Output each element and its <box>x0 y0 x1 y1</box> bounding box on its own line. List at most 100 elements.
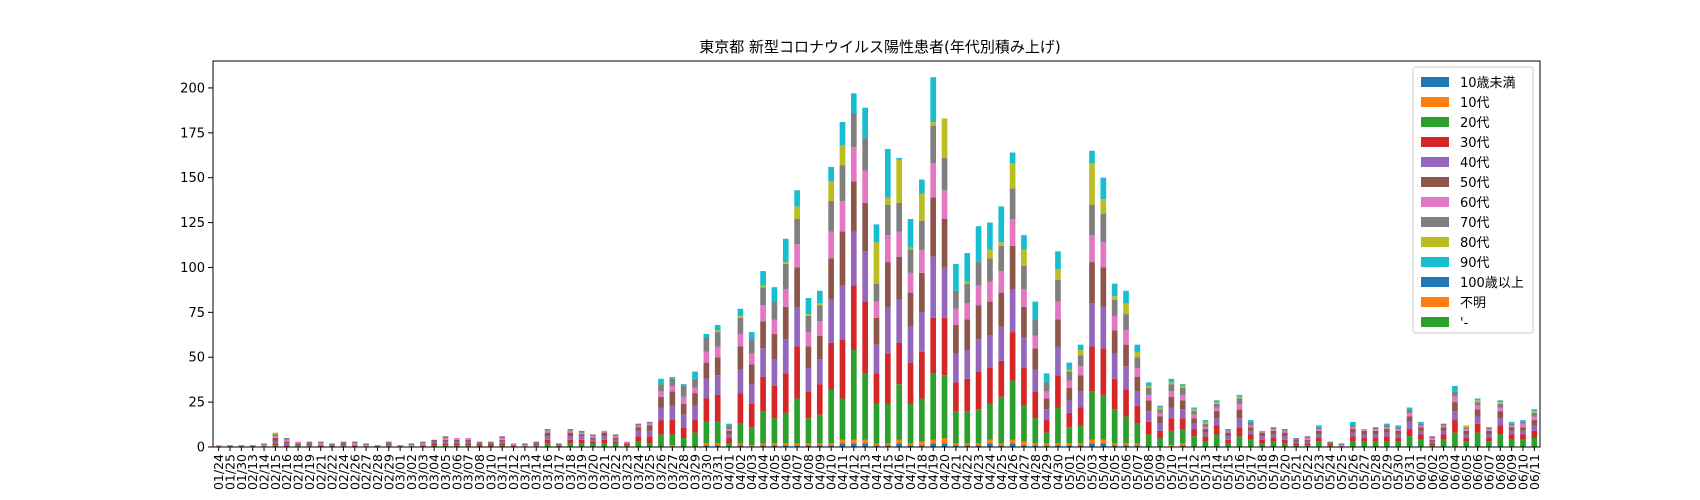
bar-segment <box>1225 436 1231 440</box>
bar-segment <box>919 441 925 446</box>
x-tick-label: 02/24 <box>336 454 351 490</box>
bar-segment <box>1486 438 1492 442</box>
x-tick-label: 05/02 <box>1073 454 1088 490</box>
bar-segment <box>1168 396 1175 408</box>
bar-segment <box>669 445 676 447</box>
bar-segment <box>1293 443 1299 446</box>
bar-segment <box>930 197 937 257</box>
bar-segment <box>1134 344 1141 352</box>
bar-segment <box>635 427 642 431</box>
bar-segment <box>1191 436 1197 447</box>
bar-segment <box>839 339 846 399</box>
bar-segment <box>964 445 971 447</box>
bar-segment <box>714 330 721 333</box>
bar-segment <box>431 443 437 446</box>
bar-segment <box>850 231 857 286</box>
bar-segment <box>1043 443 1050 446</box>
bar-segment <box>1474 423 1481 433</box>
bar-segment <box>1157 438 1163 447</box>
bar-segment <box>885 148 891 198</box>
bar-segment <box>1304 443 1311 446</box>
bar-segment <box>1145 385 1152 388</box>
x-tick-label: 04/15 <box>880 454 895 490</box>
bar-segment <box>272 441 279 444</box>
x-tick-label: 06/05 <box>1459 454 1474 490</box>
bar-segment <box>669 385 676 392</box>
bar-segment <box>612 441 619 444</box>
bar-segment <box>953 324 959 354</box>
bar-segment <box>1327 443 1334 446</box>
bar-segment <box>590 438 596 440</box>
bar-segment <box>1100 306 1107 349</box>
bar-segment <box>1463 434 1470 439</box>
bar-segment <box>794 398 800 444</box>
bar-segment <box>465 441 472 444</box>
bar-segment <box>283 438 290 440</box>
bar-segment <box>907 326 914 363</box>
bar-segment <box>1021 405 1027 442</box>
x-tick-label: 06/11 <box>1527 454 1542 490</box>
bar-segment <box>1361 441 1368 447</box>
bar-segment <box>669 420 676 435</box>
bar-segment <box>782 412 789 444</box>
bar-segment <box>1406 407 1413 410</box>
bar-segment <box>1055 319 1061 347</box>
bar-segment <box>567 432 574 437</box>
x-tick-label: 04/20 <box>937 454 952 490</box>
x-tick-label: 05/26 <box>1345 454 1360 490</box>
bar-segment <box>1247 420 1254 422</box>
bar-segment <box>692 420 698 433</box>
bar-segment <box>646 436 653 444</box>
y-tick-label: 200 <box>180 81 205 96</box>
bar-segment <box>646 425 653 431</box>
bar-segment <box>1293 441 1299 444</box>
bar-segment <box>1111 330 1118 354</box>
bar-segment <box>1179 385 1186 388</box>
bar-segment <box>669 376 676 379</box>
bar-segment <box>941 443 948 447</box>
bar-segment <box>1032 443 1039 446</box>
bar-segment <box>1111 445 1118 447</box>
bar-segment <box>816 290 823 304</box>
bar-segment <box>975 305 982 340</box>
bar-segment <box>1111 296 1118 300</box>
bar-segment <box>624 441 630 444</box>
x-tick-label: 05/30 <box>1391 454 1406 490</box>
bar-segment <box>1316 425 1322 428</box>
bar-segment <box>1055 280 1061 302</box>
bar-segment <box>975 409 982 444</box>
bar-segment <box>953 353 959 383</box>
bar-segment <box>816 414 823 444</box>
bar-segment <box>329 443 335 446</box>
bar-segment <box>544 443 551 447</box>
bar-segment <box>726 425 732 430</box>
bar-segment <box>1361 429 1368 431</box>
bar-segment <box>1123 303 1129 315</box>
bar-segment <box>692 371 698 379</box>
bar-segment <box>726 430 732 435</box>
bar-segment <box>1111 378 1118 410</box>
x-tick-label: 04/07 <box>790 454 805 490</box>
bar-segment <box>533 443 540 446</box>
bar-segment <box>1009 332 1016 381</box>
bar-segment <box>612 443 619 447</box>
bar-segment <box>1055 375 1061 408</box>
bar-segment <box>998 271 1005 293</box>
x-tick-label: 05/24 <box>1323 454 1338 490</box>
bar-segment <box>919 398 925 442</box>
bar-segment <box>1350 432 1356 437</box>
bar-segment <box>1531 438 1538 447</box>
bar-segment <box>272 443 279 446</box>
bar-segment <box>907 445 914 447</box>
bar-segment <box>1372 441 1379 447</box>
bar-segment <box>1259 439 1265 444</box>
bar-segment <box>987 301 993 336</box>
bar-segment <box>964 411 971 444</box>
bar-segment <box>1497 418 1504 426</box>
bar-segment <box>794 346 800 399</box>
bar-segment <box>272 434 279 437</box>
x-tick-label: 04/29 <box>1039 454 1054 490</box>
bar-segment <box>465 438 472 440</box>
bar-segment <box>1452 411 1458 421</box>
